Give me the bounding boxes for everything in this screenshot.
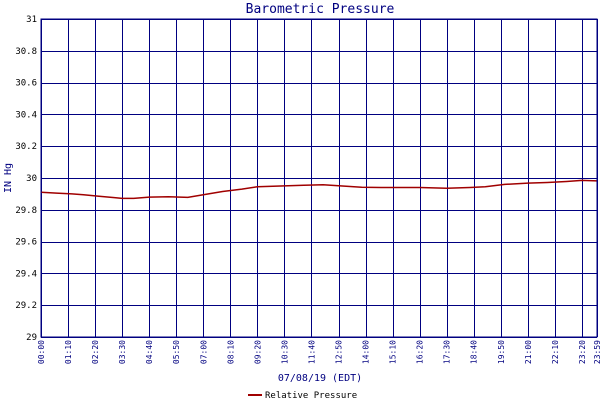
- x-tick-label: 12:50: [335, 340, 344, 364]
- x-tick-label: 22:10: [551, 340, 560, 364]
- x-tick-label: 17:30: [443, 340, 452, 364]
- x-tick-label: 19:50: [497, 340, 506, 364]
- x-tick-label: 15:10: [389, 340, 398, 364]
- x-tick-label: 21:00: [524, 340, 533, 364]
- series-layer: [40, 179, 598, 200]
- x-axis-label: 07/08/19 (EDT): [278, 373, 362, 384]
- y-tick-label: 30: [26, 174, 37, 184]
- x-axis-ticks: 00:00 01:10 02:20 03:30 04:40 05:50 07:00 08:10…: [37, 340, 600, 364]
- x-tick-label: 23:59: [593, 340, 600, 364]
- y-tick-label: 31: [26, 15, 37, 25]
- series-line-relative-pressure: [40, 179, 598, 200]
- x-tick-label: 04:40: [145, 340, 154, 364]
- y-tick-label: 29.6: [15, 238, 37, 248]
- y-tick-label: 29.4: [15, 269, 37, 279]
- legend-label: Relative Pressure: [265, 391, 357, 400]
- x-tick-label: 11:40: [307, 340, 316, 364]
- y-axis-ticks: 31 30.8 30.6 30.4 30.2 30 29.8 29.6 29.4 29.2 29: [15, 15, 37, 343]
- x-tick-label: 23:20: [578, 340, 587, 364]
- y-axis-label: IN Hg: [3, 163, 14, 193]
- x-tick-label: 16:20: [416, 340, 425, 364]
- x-tick-label: 01:10: [64, 340, 73, 364]
- x-tick-label: 02:20: [91, 340, 100, 364]
- x-tick-label: 07:00: [199, 340, 208, 364]
- x-tick-label: 14:00: [362, 340, 371, 364]
- y-tick-label: 29.8: [15, 206, 37, 216]
- x-tick-label: 10:30: [280, 340, 289, 364]
- x-tick-label: 05:50: [172, 340, 181, 364]
- plot-frame: [40, 18, 598, 338]
- y-tick-label: 30.2: [15, 142, 37, 152]
- x-tick-label: 03:30: [118, 340, 127, 364]
- y-tick-label: 30.6: [15, 79, 37, 89]
- y-tick-label: 30.8: [15, 47, 37, 57]
- y-tick-label: 29.2: [15, 301, 37, 311]
- y-tick-label: 29: [26, 333, 37, 343]
- x-tick-label: 00:00: [37, 340, 46, 364]
- chart-title: Barometric Pressure: [246, 2, 395, 17]
- x-tick-label: 09:20: [253, 340, 262, 364]
- x-tick-label: 18:40: [470, 340, 479, 364]
- y-tick-label: 30.4: [15, 110, 37, 120]
- x-tick-label: 08:10: [226, 340, 235, 364]
